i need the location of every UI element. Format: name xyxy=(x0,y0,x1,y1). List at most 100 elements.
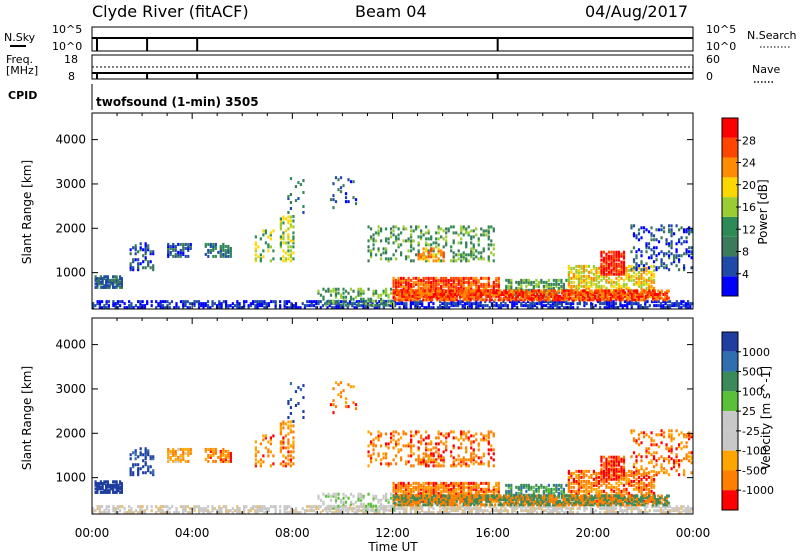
power-cell xyxy=(292,225,295,229)
power-cell xyxy=(347,178,350,182)
power-cell xyxy=(337,304,340,308)
power-cell xyxy=(580,294,583,298)
velocity-cell xyxy=(137,467,140,471)
power-cell xyxy=(377,229,380,233)
power-cell xyxy=(469,293,472,297)
velocity-cell xyxy=(113,490,116,494)
power-cell xyxy=(487,257,490,261)
power-cell xyxy=(640,262,643,266)
velocity-cell xyxy=(169,449,172,453)
power-cell xyxy=(470,286,473,290)
velocity-cell xyxy=(174,459,177,463)
velocity-cell xyxy=(114,511,117,515)
power-cell xyxy=(685,230,688,234)
power-cell xyxy=(543,298,546,302)
velocity-cell xyxy=(482,452,485,456)
velocity-cell xyxy=(222,451,225,455)
power-cell xyxy=(292,237,295,241)
power-cell xyxy=(182,246,185,250)
power-cell xyxy=(647,246,651,250)
power-cell xyxy=(560,300,563,304)
power-cell xyxy=(130,302,133,306)
power-cell xyxy=(618,294,621,298)
velocity-cell xyxy=(407,491,410,495)
power-cell xyxy=(643,298,646,302)
power-cell xyxy=(410,284,413,288)
power-cell xyxy=(292,257,295,261)
velocity-cell xyxy=(172,453,175,457)
power-cell xyxy=(294,302,298,306)
velocity-cell xyxy=(236,511,239,515)
power-cell xyxy=(572,276,575,280)
power-cell xyxy=(640,250,643,254)
power-cell xyxy=(625,284,628,288)
power-cell xyxy=(572,292,575,296)
power-cell xyxy=(322,287,325,291)
power-cell xyxy=(590,304,593,308)
power-cell xyxy=(615,293,618,297)
velocity-cell xyxy=(430,485,433,489)
power-cell xyxy=(285,306,289,310)
power-cell xyxy=(685,228,688,232)
velocity-cell xyxy=(439,509,442,513)
power-cell xyxy=(437,251,440,255)
velocity-cell xyxy=(287,420,290,424)
power-cell xyxy=(362,301,365,305)
power-cell xyxy=(583,298,586,302)
power-cell xyxy=(252,302,255,306)
power-cell xyxy=(112,304,115,308)
power-cell xyxy=(379,229,383,233)
velocity-cell xyxy=(497,483,500,487)
power-cell xyxy=(207,248,210,252)
power-cell xyxy=(119,304,122,308)
velocity-cell xyxy=(147,451,150,455)
power-cell xyxy=(411,294,414,298)
power-cell xyxy=(610,306,613,310)
velocity-cell xyxy=(507,485,510,489)
power-cell xyxy=(650,294,653,298)
power-cell xyxy=(348,300,352,304)
velocity-cell xyxy=(427,511,431,515)
power-cell xyxy=(607,256,611,260)
velocity-cell xyxy=(219,453,222,457)
power-cell xyxy=(532,289,535,293)
power-cell xyxy=(612,250,616,254)
velocity-cell xyxy=(490,489,493,493)
velocity-cell xyxy=(452,460,455,464)
power-cell xyxy=(117,284,120,288)
power-cell xyxy=(218,302,221,306)
velocity-cell xyxy=(330,507,334,511)
velocity-cell xyxy=(222,459,225,463)
power-cell xyxy=(502,298,506,302)
power-cell xyxy=(424,293,427,297)
velocity-cell xyxy=(467,438,470,442)
power-cell xyxy=(422,294,425,298)
power-cell xyxy=(576,293,579,297)
velocity-cell xyxy=(450,464,453,468)
velocity-cell xyxy=(149,457,152,461)
power-cell xyxy=(384,251,388,255)
velocity-cell xyxy=(402,485,405,489)
power-cell xyxy=(147,262,150,266)
power-cell xyxy=(650,300,654,304)
power-cell xyxy=(530,293,534,297)
power-cell xyxy=(492,289,495,293)
power-cell xyxy=(147,244,150,248)
velocity-cell xyxy=(463,507,467,511)
power-cell xyxy=(418,293,421,297)
velocity-cell xyxy=(472,450,475,454)
power-cell xyxy=(310,302,313,306)
power-cell xyxy=(415,225,418,229)
power-cell xyxy=(315,300,318,304)
velocity-cell xyxy=(134,451,137,455)
power-cell xyxy=(511,294,514,298)
velocity-cell xyxy=(410,434,413,438)
power-cell xyxy=(650,270,653,274)
power-cell xyxy=(471,294,474,298)
power-cell xyxy=(98,300,101,304)
power-cell xyxy=(664,300,667,304)
power-cell xyxy=(94,277,97,281)
power-cell xyxy=(407,284,410,288)
power-cell xyxy=(435,282,438,286)
power-cell xyxy=(652,260,656,264)
